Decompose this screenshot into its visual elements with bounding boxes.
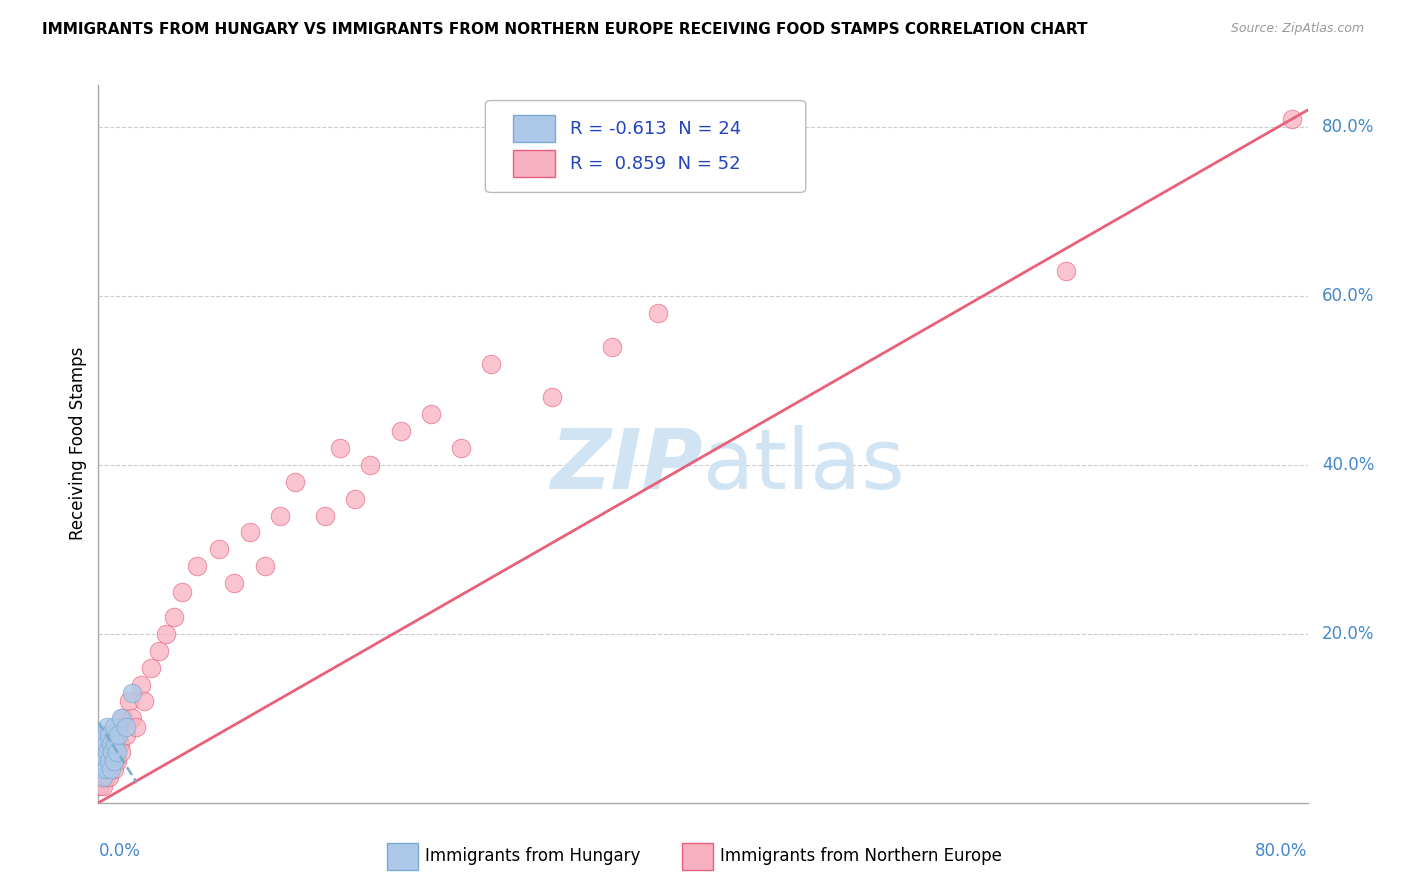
Text: 60.0%: 60.0% xyxy=(1322,287,1375,305)
Point xyxy=(155,627,177,641)
Point xyxy=(96,745,118,759)
Text: 20.0%: 20.0% xyxy=(1322,624,1375,643)
Point xyxy=(90,762,112,776)
Point xyxy=(104,745,127,759)
Point xyxy=(389,424,412,438)
Point xyxy=(89,779,111,793)
Text: R =  0.859  N = 52: R = 0.859 N = 52 xyxy=(569,154,741,173)
Point xyxy=(94,737,117,751)
Point xyxy=(91,771,114,785)
Point xyxy=(1054,263,1077,277)
Point xyxy=(98,745,121,759)
Point xyxy=(100,737,122,751)
Point xyxy=(269,508,291,523)
Point xyxy=(163,610,186,624)
Point xyxy=(148,644,170,658)
Point xyxy=(90,771,112,785)
Point xyxy=(284,475,307,489)
Point xyxy=(141,660,163,674)
Text: Immigrants from Hungary: Immigrants from Hungary xyxy=(425,847,640,865)
Point xyxy=(103,762,125,776)
Point xyxy=(107,728,129,742)
Point xyxy=(114,728,136,742)
Point xyxy=(93,754,115,768)
Point xyxy=(132,694,155,708)
FancyBboxPatch shape xyxy=(513,150,555,178)
Point xyxy=(107,720,129,734)
Point xyxy=(101,745,124,759)
Point xyxy=(125,720,148,734)
Point xyxy=(108,737,131,751)
Point xyxy=(94,771,117,785)
Point xyxy=(103,754,125,768)
Text: 40.0%: 40.0% xyxy=(1322,456,1375,474)
Point xyxy=(96,720,118,734)
Text: 0.0%: 0.0% xyxy=(98,842,141,860)
Point xyxy=(1281,112,1303,126)
Point xyxy=(105,745,128,759)
Point xyxy=(114,720,136,734)
Point xyxy=(540,390,562,404)
Point xyxy=(110,711,132,725)
Text: R = -0.613  N = 24: R = -0.613 N = 24 xyxy=(569,120,741,137)
Text: Immigrants from Northern Europe: Immigrants from Northern Europe xyxy=(720,847,1001,865)
Point xyxy=(100,754,122,768)
Point xyxy=(103,728,125,742)
Point xyxy=(239,525,262,540)
Point xyxy=(101,737,124,751)
Point xyxy=(104,737,127,751)
Point xyxy=(93,754,115,768)
Point xyxy=(98,754,121,768)
Text: ZIP: ZIP xyxy=(550,425,703,506)
Point xyxy=(253,559,276,574)
Point xyxy=(360,458,382,472)
Point xyxy=(103,720,125,734)
Point xyxy=(98,728,121,742)
Point xyxy=(329,441,352,455)
Point xyxy=(91,779,114,793)
Text: IMMIGRANTS FROM HUNGARY VS IMMIGRANTS FROM NORTHERN EUROPE RECEIVING FOOD STAMPS: IMMIGRANTS FROM HUNGARY VS IMMIGRANTS FR… xyxy=(42,22,1088,37)
Point xyxy=(314,508,336,523)
Point xyxy=(170,584,193,599)
Point xyxy=(129,677,152,691)
Point xyxy=(602,340,624,354)
Point xyxy=(98,771,121,785)
Text: atlas: atlas xyxy=(703,425,904,506)
Point xyxy=(94,745,117,759)
Text: 80.0%: 80.0% xyxy=(1322,118,1375,136)
Point xyxy=(186,559,208,574)
Point xyxy=(224,576,246,591)
Text: Source: ZipAtlas.com: Source: ZipAtlas.com xyxy=(1230,22,1364,36)
Point xyxy=(121,711,143,725)
Point xyxy=(100,762,122,776)
FancyBboxPatch shape xyxy=(513,115,555,142)
Point xyxy=(344,491,367,506)
Point xyxy=(481,357,503,371)
Point xyxy=(121,686,143,700)
Text: 80.0%: 80.0% xyxy=(1256,842,1308,860)
Y-axis label: Receiving Food Stamps: Receiving Food Stamps xyxy=(69,347,87,541)
Point xyxy=(208,542,231,557)
Point xyxy=(94,762,117,776)
FancyBboxPatch shape xyxy=(485,101,806,193)
Point xyxy=(96,762,118,776)
Point xyxy=(111,711,134,725)
Point xyxy=(420,407,443,421)
Point xyxy=(89,754,111,768)
Point xyxy=(118,694,141,708)
Point xyxy=(110,745,132,759)
Point xyxy=(105,754,128,768)
Point xyxy=(90,737,112,751)
Point xyxy=(93,771,115,785)
Point xyxy=(91,745,114,759)
Point xyxy=(93,728,115,742)
Point xyxy=(450,441,472,455)
Point xyxy=(647,306,669,320)
Point xyxy=(96,737,118,751)
